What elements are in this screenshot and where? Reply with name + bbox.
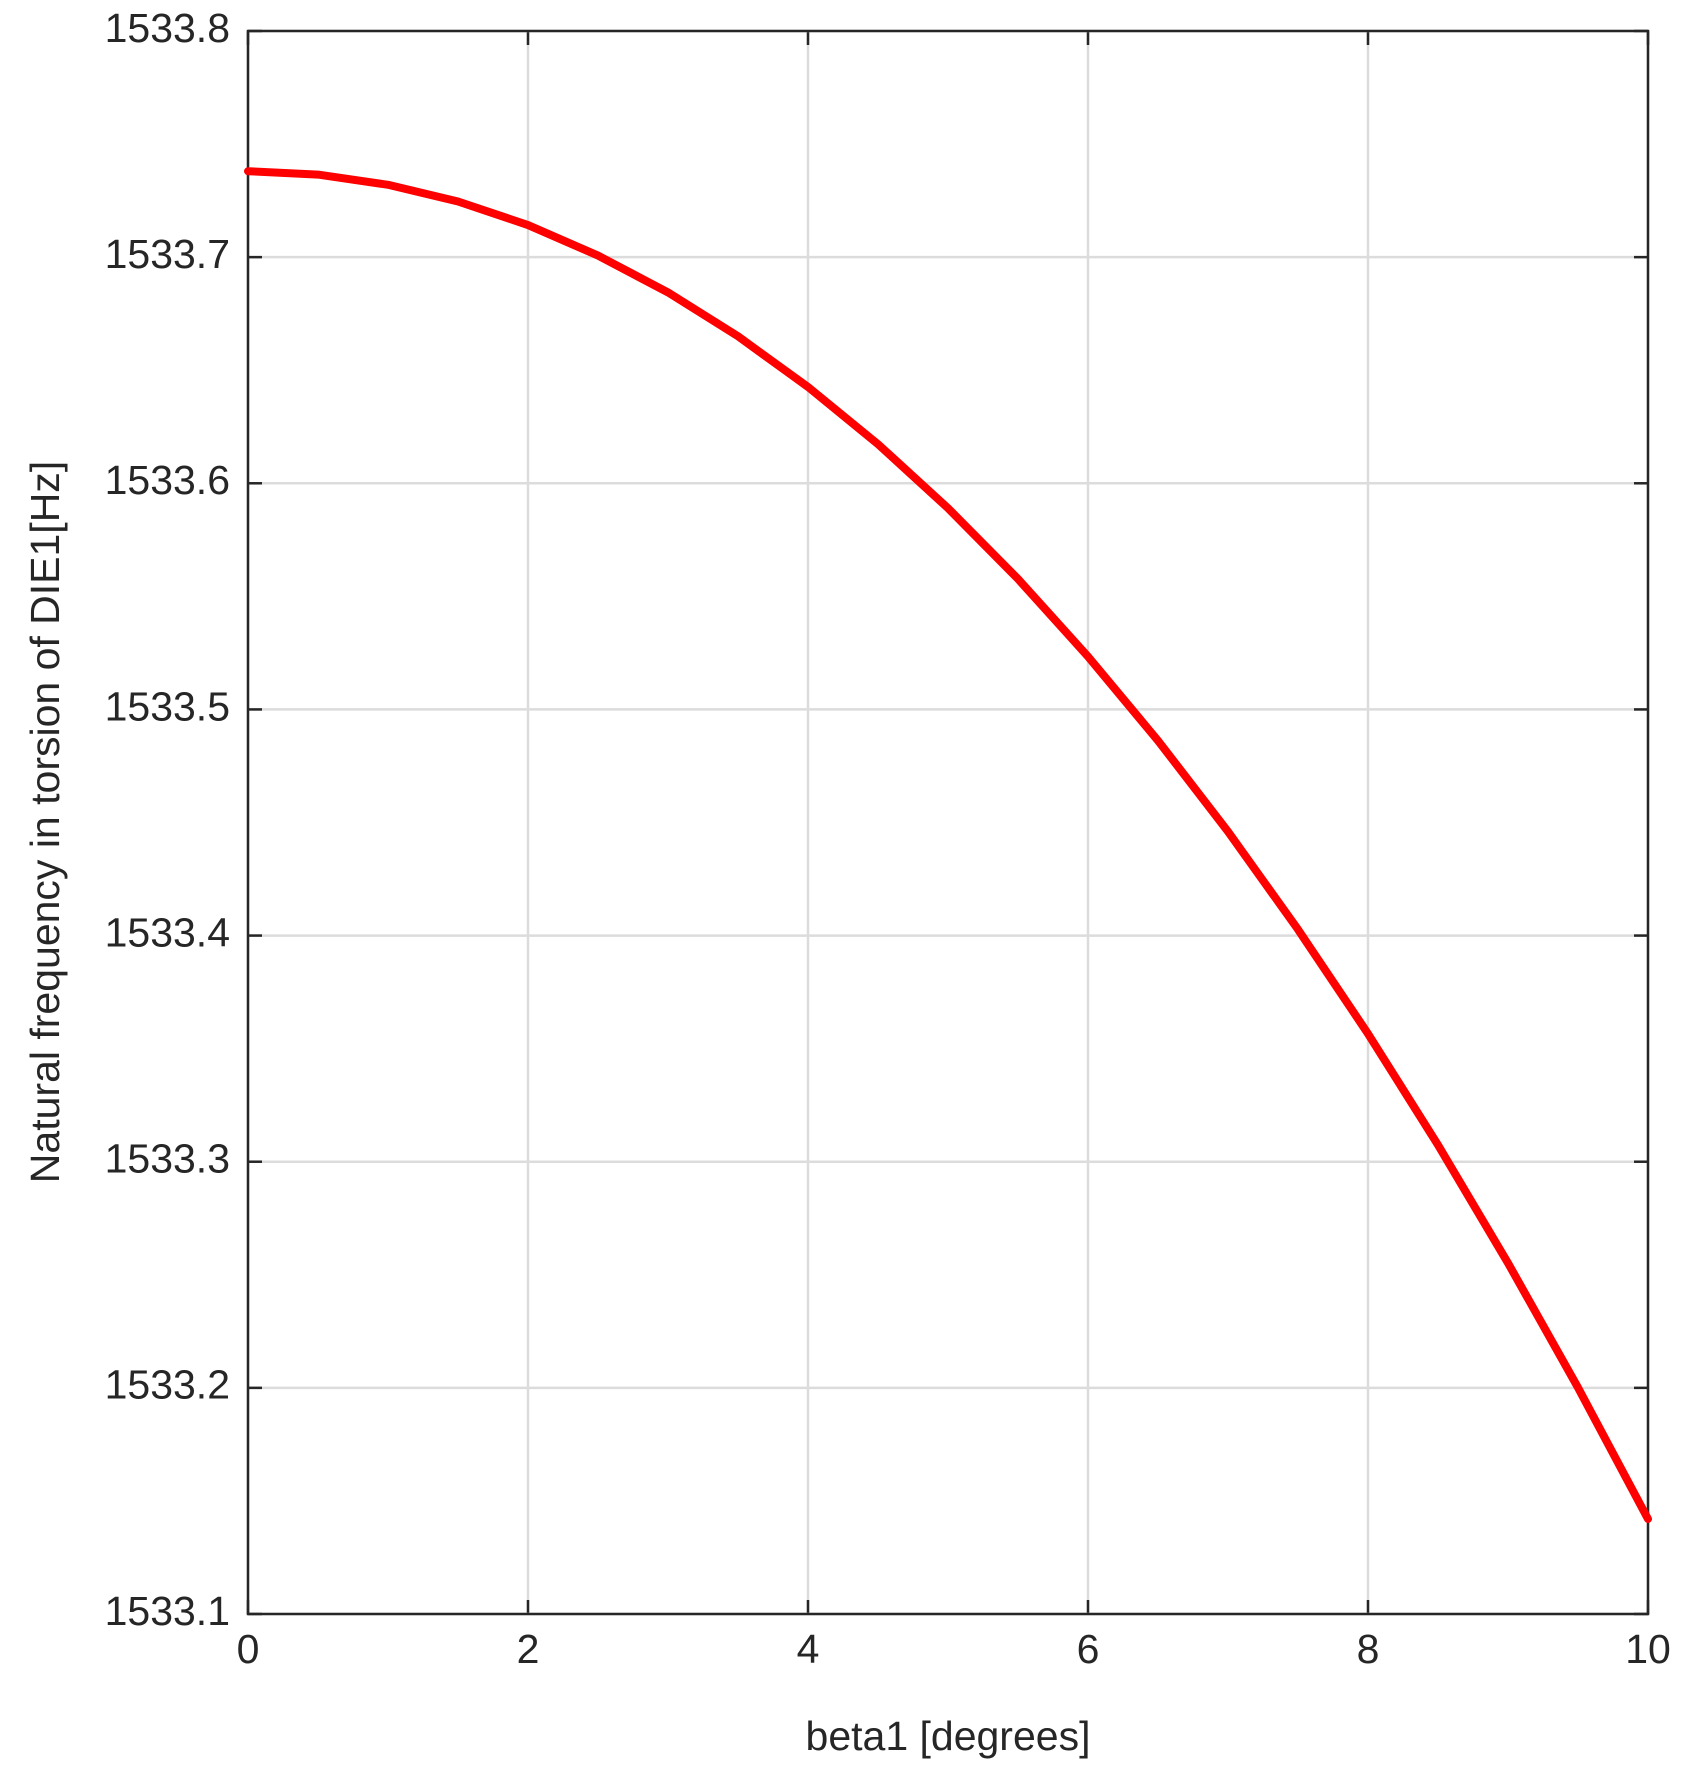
x-tick-label: 0 <box>237 1626 260 1672</box>
x-tick-label: 4 <box>797 1626 820 1672</box>
y-tick-label: 1533.5 <box>105 683 230 729</box>
y-tick-label: 1533.4 <box>105 909 230 955</box>
y-tick-label: 1533.8 <box>105 5 230 51</box>
y-tick-label: 1533.6 <box>105 457 230 503</box>
x-tick-label: 8 <box>1357 1626 1380 1672</box>
x-axis-label: beta1 [degrees] <box>806 1713 1091 1759</box>
y-tick-label: 1533.1 <box>105 1588 230 1634</box>
y-tick-label: 1533.2 <box>105 1362 230 1408</box>
x-tick-label: 2 <box>517 1626 540 1672</box>
x-tick-label: 6 <box>1077 1626 1100 1672</box>
y-tick-label: 1533.7 <box>105 231 230 277</box>
y-axis-label: Natural frequency in torsion of DIE1[Hz] <box>22 461 68 1183</box>
x-tick-label: 10 <box>1625 1626 1671 1672</box>
y-tick-label: 1533.3 <box>105 1136 230 1182</box>
data-line <box>244 167 1652 1524</box>
plot-frame <box>246 29 1650 1616</box>
